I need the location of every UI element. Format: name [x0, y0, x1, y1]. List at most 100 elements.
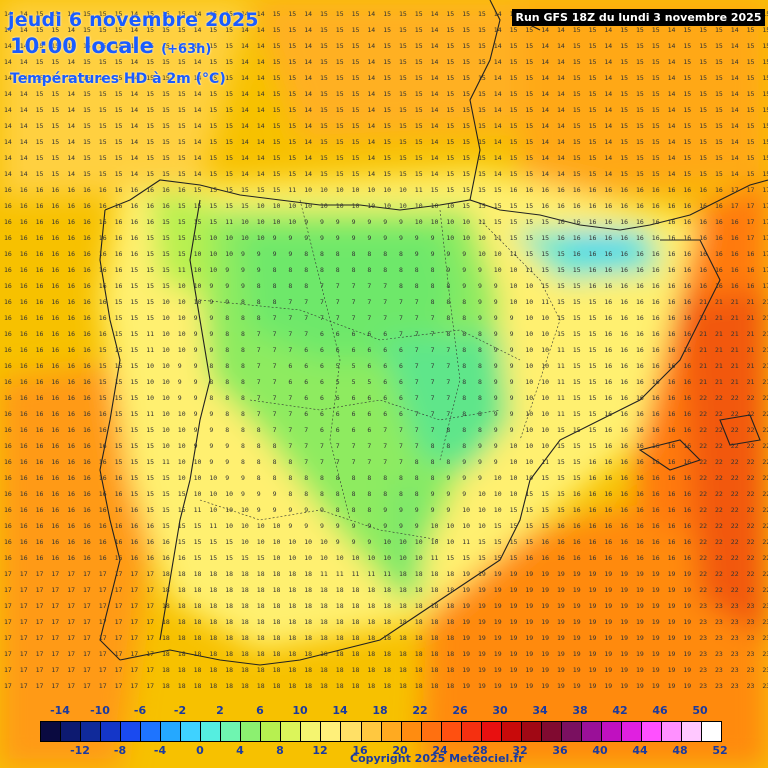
grid-value: 14 [557, 58, 565, 66]
grid-value: 15 [352, 74, 360, 82]
grid-value: 14 [731, 154, 739, 162]
grid-value: 14 [241, 106, 249, 114]
grid-value: 17 [4, 570, 12, 578]
grid-value: 14 [604, 90, 612, 98]
grid-value: 16 [652, 250, 660, 258]
grid-value: 15 [699, 122, 707, 130]
temperature-value-grid: 14 14 15 15 14 15 15 15 14 15 15 15 14 15 15 14 14 15 15 14… [4, 10, 768, 690]
grid-value: 21 [762, 314, 768, 322]
grid-value: 17 [51, 650, 59, 658]
grid-value: 14 [194, 170, 202, 178]
grid-value: 18 [415, 586, 423, 594]
grid-value: 16 [589, 218, 597, 226]
grid-value: 18 [194, 586, 202, 594]
grid-value: 21 [699, 346, 707, 354]
grid-value: 16 [67, 218, 75, 226]
grid-value: 21 [762, 346, 768, 354]
grid-value: 8 [399, 282, 403, 290]
grid-value: 14 [67, 90, 75, 98]
grid-value: 15 [115, 138, 123, 146]
grid-value: 18 [446, 618, 454, 626]
grid-value: 14 [541, 58, 549, 66]
grid-value: 19 [620, 618, 628, 626]
grid-value: 16 [636, 506, 644, 514]
grid-value: 16 [668, 554, 676, 562]
grid-value: 7 [446, 378, 450, 386]
grid-value: 7 [431, 314, 435, 322]
grid-value: 18 [352, 586, 360, 594]
grid-value: 7 [336, 282, 340, 290]
grid-value: 16 [636, 522, 644, 530]
grid-value: 15 [241, 202, 249, 210]
grid-value: 16 [20, 218, 28, 226]
grid-value: 14 [367, 10, 375, 18]
grid-value: 16 [683, 538, 691, 546]
grid-value: 15 [399, 58, 407, 66]
grid-value: 23 [731, 602, 739, 610]
grid-value: 17 [146, 602, 154, 610]
grid-value: 19 [541, 682, 549, 690]
grid-value: 14 [130, 170, 138, 178]
grid-value: 15 [146, 266, 154, 274]
legend-tick-label: 4 [236, 744, 244, 757]
grid-value: 16 [573, 522, 581, 530]
grid-value: 14 [257, 42, 265, 50]
grid-value: 15 [36, 42, 44, 50]
grid-value: 15 [762, 42, 768, 50]
grid-value: 21 [699, 298, 707, 306]
grid-value: 16 [604, 346, 612, 354]
grid-value: 8 [446, 298, 450, 306]
grid-value: 15 [162, 218, 170, 226]
grid-value: 15 [162, 122, 170, 130]
grid-value: 14 [20, 58, 28, 66]
legend-swatch [441, 722, 462, 741]
grid-value: 17 [4, 618, 12, 626]
grid-value: 18 [288, 602, 296, 610]
grid-value: 15 [620, 154, 628, 162]
grid-value: 10 [494, 506, 502, 514]
grid-value: 14 [431, 26, 439, 34]
grid-value: 9 [194, 442, 198, 450]
grid-value: 19 [573, 666, 581, 674]
grid-value: 10 [541, 330, 549, 338]
grid-value: 15 [715, 122, 723, 130]
grid-value: 8 [446, 330, 450, 338]
grid-value: 14 [67, 10, 75, 18]
grid-value: 15 [715, 74, 723, 82]
grid-value: 7 [399, 330, 403, 338]
grid-value: 18 [178, 602, 186, 610]
grid-value: 18 [415, 602, 423, 610]
grid-value: 17 [51, 586, 59, 594]
grid-value: 16 [99, 250, 107, 258]
grid-value: 16 [20, 538, 28, 546]
grid-value: 8 [462, 442, 466, 450]
grid-value: 16 [668, 490, 676, 498]
grid-value: 18 [367, 650, 375, 658]
grid-value: 15 [336, 26, 344, 34]
grid-value: 16 [620, 538, 628, 546]
grid-value: 14 [130, 74, 138, 82]
grid-value: 7 [383, 458, 387, 466]
grid-value: 19 [510, 666, 518, 674]
grid-value: 17 [4, 650, 12, 658]
grid-value: 17 [115, 634, 123, 642]
grid-value: 16 [573, 250, 581, 258]
grid-value: 16 [51, 426, 59, 434]
grid-value: 16 [636, 266, 644, 274]
grid-value: 16 [67, 394, 75, 402]
grid-value: 7 [273, 362, 277, 370]
grid-value: 7 [367, 458, 371, 466]
grid-value: 15 [699, 138, 707, 146]
legend-tick-label: -2 [173, 704, 187, 717]
grid-value: 19 [620, 666, 628, 674]
grid-value: 15 [178, 90, 186, 98]
grid-value: 16 [683, 426, 691, 434]
grid-value: 16 [99, 266, 107, 274]
grid-value: 14 [257, 26, 265, 34]
grid-value: 11 [178, 266, 186, 274]
grid-value: 15 [478, 186, 486, 194]
grid-value: 16 [4, 186, 12, 194]
legend-swatch [481, 722, 502, 741]
grid-value: 19 [683, 650, 691, 658]
grid-value: 6 [383, 378, 387, 386]
